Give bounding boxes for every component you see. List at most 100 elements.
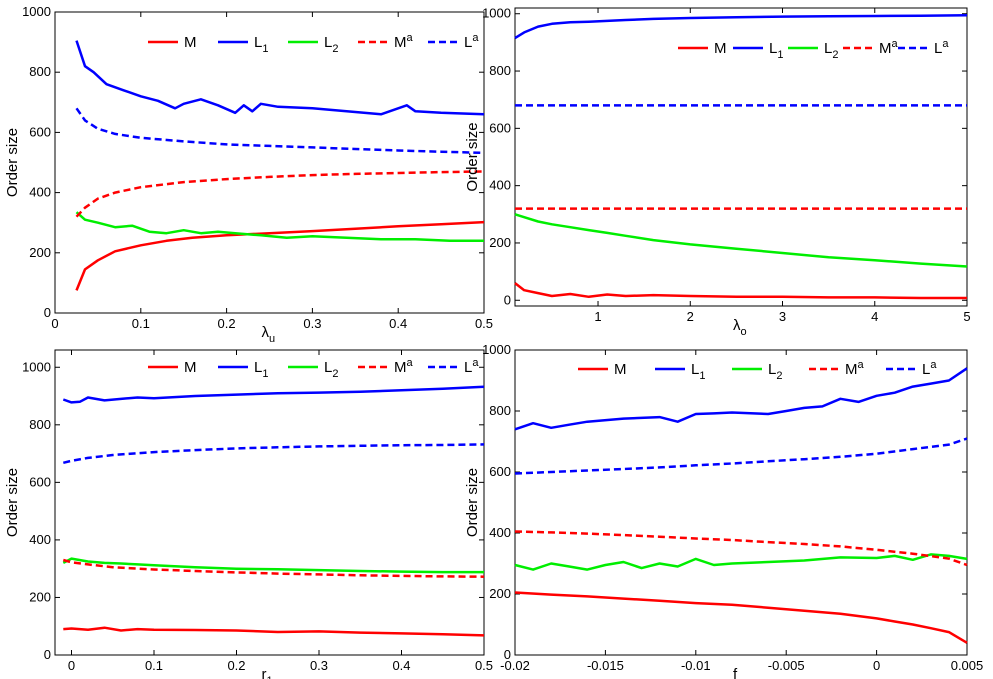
chart-panel-3: 0 200 400 600 800 1000 0 0.1 0.2 0.3 0.4 0.5 Order s… (4, 349, 493, 679)
y-tick-label: 600 (489, 464, 511, 479)
y-tick-label: 0 (44, 647, 51, 662)
y-tick-label: 400 (489, 525, 511, 540)
x-tick-label: 0.5 (475, 658, 493, 673)
legend-label-base: M (184, 359, 197, 376)
legend-label: L1 (254, 359, 268, 380)
series-line-m-a (62, 558, 485, 578)
y-axis-label: Order size (464, 468, 481, 537)
y-tick-label: 0 (44, 305, 51, 320)
series-line-m (514, 591, 968, 644)
legend-label-subscript: 1 (699, 370, 705, 382)
legend-label-base: M (714, 40, 727, 57)
y-axis-label: Order size (464, 122, 481, 191)
legend-label-superscript: a (472, 32, 479, 44)
legend-label-superscript: a (892, 38, 899, 50)
chart-panel-1: 0 200 400 600 800 1000 0 0.1 0.2 0.3 0.4 0.5 Order s… (4, 4, 493, 345)
legend-label: L2 (324, 34, 338, 55)
legend-label-superscript: a (407, 32, 414, 44)
y-tick-label: 200 (29, 589, 51, 604)
legend-label-base: M (845, 361, 858, 378)
legend-label: L2 (768, 361, 782, 382)
y-tick-label: 1000 (22, 359, 51, 374)
legend-label: Ma (394, 357, 414, 376)
legend-label: L2 (824, 40, 838, 61)
legend-label: L1 (769, 40, 783, 61)
y-tick-label: 400 (29, 532, 51, 547)
x-tick-label: -0.02 (500, 658, 530, 673)
x-axis-label: λu (262, 324, 276, 345)
legend-label-subscript: 2 (832, 49, 838, 61)
x-tick-label: 0.5 (475, 316, 493, 331)
legend-label-subscript: 1 (262, 368, 268, 380)
y-tick-label: 600 (29, 124, 51, 139)
legend-label: L2 (324, 359, 338, 380)
legend-label-base: L (769, 40, 777, 57)
legend-label-base: L (324, 34, 332, 51)
y-tick-label: 1000 (482, 342, 511, 357)
legend-label: M (184, 359, 197, 376)
x-tick-label: 0 (51, 316, 58, 331)
y-tick-label: 1000 (482, 6, 511, 21)
x-axis-label: λo (733, 317, 747, 338)
y-tick-label: 0 (504, 292, 511, 307)
y-axis-label: Order size (4, 468, 21, 537)
series-line-l2 (75, 211, 484, 243)
legend: M L1 L2 Ma La (148, 357, 479, 380)
series-line-l-a (63, 443, 485, 465)
x-tick-label: 0.3 (303, 316, 321, 331)
x-tick-label: -0.01 (681, 658, 711, 673)
legend-label-base: L (324, 359, 332, 376)
legend-label: La (934, 38, 949, 57)
legend-label-superscript: a (930, 359, 937, 371)
x-tick-label: 0.1 (145, 658, 163, 673)
legend-label-superscript: a (858, 359, 865, 371)
legend-label-subscript: 2 (332, 368, 338, 380)
y-tick-label: 600 (29, 474, 51, 489)
x-axis-label-subscript: o (741, 326, 747, 338)
legend-label: La (922, 359, 937, 378)
y-tick-label: 400 (489, 178, 511, 193)
y-axis-label: Order size (4, 128, 21, 197)
legend-label: Ma (394, 32, 414, 51)
legend-label-base: L (464, 359, 472, 376)
y-tick-label: 200 (29, 245, 51, 260)
series-line-m-a (514, 530, 968, 567)
legend-label-base: L (934, 40, 942, 57)
legend-label-base: L (768, 361, 776, 378)
legend-label-base: M (394, 359, 407, 376)
y-tick-label: 200 (489, 235, 511, 250)
legend-label-base: L (691, 361, 699, 378)
legend-label-subscript: 2 (776, 370, 782, 382)
legend-label-base: M (614, 361, 627, 378)
series-line-l1 (62, 385, 485, 404)
legend-label-subscript: 1 (777, 49, 783, 61)
legend-label: Ma (845, 359, 865, 378)
series-line-l2 (514, 553, 968, 571)
x-axis-label-base: λ (733, 317, 741, 334)
legend-label: La (464, 32, 479, 51)
series-line-l1 (514, 13, 968, 40)
legend-label-base: L (254, 359, 262, 376)
plot-area (54, 349, 485, 656)
series-line-l2 (62, 557, 484, 574)
legend-label-base: M (879, 40, 892, 57)
x-tick-label: 0 (873, 658, 880, 673)
legend-label: M (184, 34, 197, 51)
x-tick-label: -0.015 (587, 658, 624, 673)
x-tick-label: 0.2 (227, 658, 245, 673)
y-tick-label: 200 (489, 586, 511, 601)
series-line-m-a (75, 170, 485, 218)
legend-label: Ma (879, 38, 899, 57)
y-tick-label: 400 (29, 185, 51, 200)
series-line-l1 (514, 367, 968, 431)
legend-label-base: L (922, 361, 930, 378)
x-tick-label: 1 (594, 309, 601, 324)
legend-label: La (464, 357, 479, 376)
x-axis-label-base: r (262, 666, 267, 679)
legend-label: M (614, 361, 627, 378)
series-line-l-a (75, 107, 485, 155)
x-axis-label-subscript: u (269, 333, 275, 345)
series-line-l2 (514, 213, 968, 268)
y-tick-label: 800 (489, 63, 511, 78)
